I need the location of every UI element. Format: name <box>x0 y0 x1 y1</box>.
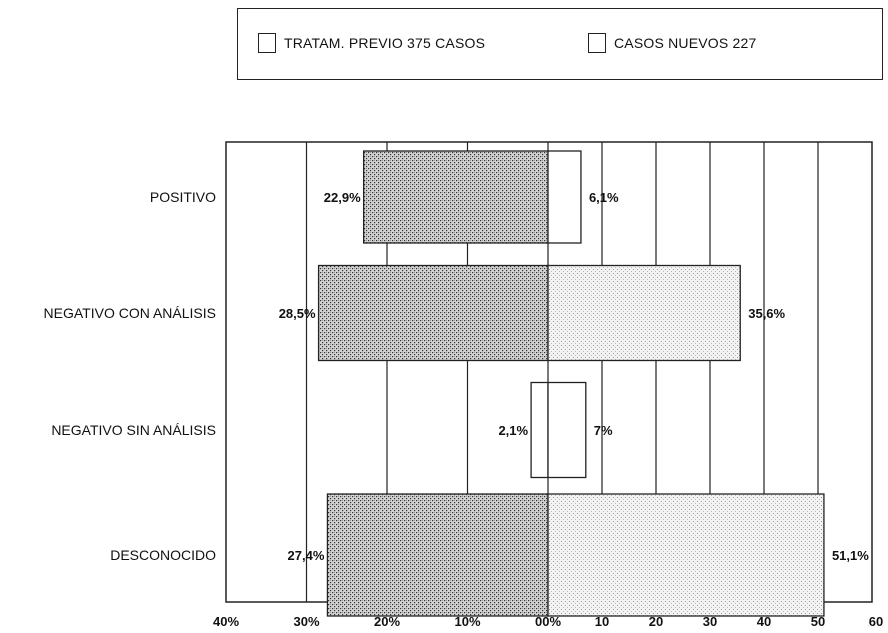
value-label-left: 22,9% <box>324 190 361 205</box>
tick-label-right: 20 <box>649 614 663 629</box>
label-layer: 40% 30% 20% 10% 00% 10 20 30 40 50 60 POSITIVO 22,9%… <box>44 189 884 629</box>
tick-label-left: 30% <box>293 614 319 629</box>
value-label-right: 7% <box>594 423 613 438</box>
legend-item-tratam-previo: TRATAM. PREVIO 375 CASOS <box>258 33 485 53</box>
bar-right <box>547 264 741 362</box>
value-label-left: 2,1% <box>498 423 528 438</box>
value-label-left: 28,5% <box>279 306 316 321</box>
value-label-right: 51,1% <box>832 548 869 563</box>
value-label-left: 27,4% <box>288 548 325 563</box>
tick-label-left: 40% <box>213 614 239 629</box>
legend-label-left: TRATAM. PREVIO 375 CASOS <box>284 35 486 51</box>
bar-right <box>547 493 825 617</box>
legend: TRATAM. PREVIO 375 CASOS CASOS NUEVOS 22… <box>237 8 883 80</box>
legend-item-casos-nuevos: CASOS NUEVOS 227 <box>588 33 756 53</box>
bar-right <box>547 150 582 244</box>
tick-label-right: 40 <box>757 614 771 629</box>
category-label: NEGATIVO SIN ANÁLISIS <box>51 422 216 438</box>
bar-left <box>317 264 549 362</box>
category-label: POSITIVO <box>150 189 216 205</box>
category-label: DESCONOCIDO <box>110 547 216 563</box>
tick-label-left: 10% <box>454 614 480 629</box>
value-label-right: 6,1% <box>589 190 619 205</box>
legend-label-right: CASOS NUEVOS 227 <box>614 35 757 51</box>
bar-left <box>530 381 549 479</box>
tick-label-right: 30 <box>703 614 717 629</box>
legend-swatch-left <box>258 33 276 53</box>
tick-label-right: 50 <box>811 614 825 629</box>
legend-swatch-right <box>588 33 606 53</box>
tick-label-left: 20% <box>374 614 400 629</box>
tick-label-left: 00% <box>535 614 561 629</box>
bar-left <box>363 150 549 244</box>
tick-label-right: 10 <box>595 614 609 629</box>
tick-label-right: 60 <box>869 614 883 629</box>
bar-layer <box>317 150 825 617</box>
bar-left <box>326 493 549 617</box>
bar-right <box>547 381 587 479</box>
category-label: NEGATIVO CON ANÁLISIS <box>44 305 216 321</box>
value-label-right: 35,6% <box>748 306 785 321</box>
